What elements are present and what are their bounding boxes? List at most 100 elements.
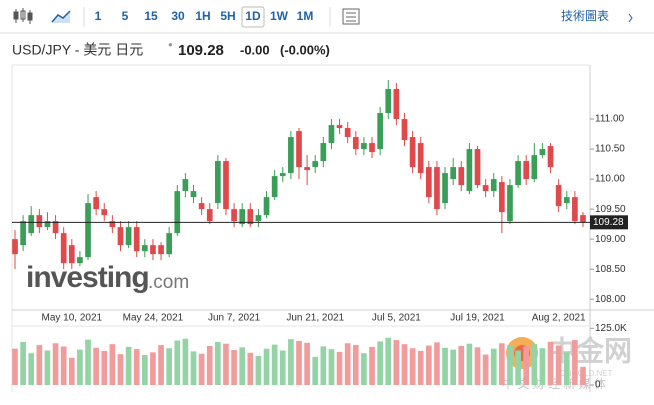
volume-bar <box>361 353 367 385</box>
volume-bar <box>458 345 465 385</box>
volume-bar <box>369 346 375 385</box>
candle-body <box>125 227 132 246</box>
interval-button[interactable]: 15 <box>144 9 158 23</box>
volume-bar <box>36 345 43 385</box>
y-tick-label: 110.50 <box>595 144 625 155</box>
y-tick-label: 109.50 <box>595 204 626 215</box>
candle-body <box>174 191 181 234</box>
candle-body <box>369 143 375 153</box>
candle-icon[interactable] <box>13 8 33 24</box>
volume-bar <box>401 344 408 385</box>
volume-bar <box>572 340 578 385</box>
last-price: 109.28 <box>178 42 224 59</box>
candle-body <box>239 209 246 225</box>
volume-bar <box>296 340 302 385</box>
volume-bar <box>52 343 59 385</box>
bullet: ● <box>168 40 173 49</box>
candle-body <box>320 143 327 162</box>
volume-bar <box>580 366 586 385</box>
interval-button[interactable]: 1M <box>297 9 314 23</box>
volume-bar <box>117 354 124 385</box>
volume-bar <box>198 353 205 385</box>
volume-bar <box>271 344 278 385</box>
x-tick-label: Jun 7, 2021 <box>208 313 261 324</box>
candle-body <box>450 167 457 180</box>
candle-body <box>531 155 538 180</box>
volume-bar <box>547 341 554 385</box>
candle-body <box>539 149 546 156</box>
candle-body <box>466 149 473 192</box>
candle-body <box>572 197 578 222</box>
candle-body <box>223 161 229 210</box>
volume-bar <box>474 347 481 385</box>
volume-bar <box>20 341 26 385</box>
volume-bar <box>174 340 181 385</box>
last-price-box <box>590 215 628 230</box>
interval-button[interactable]: 1H <box>195 9 210 23</box>
volume-bar <box>150 352 156 385</box>
interval-button[interactable]: 5H <box>220 9 235 23</box>
volume-bar <box>466 343 473 385</box>
volume-bar <box>482 354 489 385</box>
change-percent: (-0.00%) <box>280 42 330 57</box>
volume-bar <box>133 349 140 385</box>
candle-body <box>499 182 505 213</box>
volume-bar <box>255 355 262 385</box>
volume-bar <box>393 340 400 385</box>
candle-body <box>507 185 513 222</box>
volume-bar <box>352 345 359 385</box>
y-tick-label: 110.00 <box>595 174 625 185</box>
y-tick-label: 111.00 <box>595 114 625 125</box>
candle-body <box>288 137 294 174</box>
volume-bar <box>531 344 538 385</box>
logo-text: 中金网 <box>548 334 632 366</box>
volume-tick-label: 0 <box>595 380 601 391</box>
candle-body <box>401 119 408 141</box>
candle-body <box>279 173 286 177</box>
watermark-suffix: .com <box>148 272 189 293</box>
candle-body <box>296 131 302 168</box>
x-tick-label: Jul 5, 2021 <box>372 313 421 324</box>
volume-bar <box>555 345 562 385</box>
candle-body <box>555 185 562 207</box>
volume-bar <box>231 350 237 385</box>
candle-body <box>12 239 18 255</box>
interval-button[interactable]: 1D <box>245 9 261 23</box>
x-tick-label: Aug 2, 2021 <box>532 313 586 324</box>
volume-bar <box>77 349 83 385</box>
volume-bar <box>141 355 148 385</box>
area-icon[interactable] <box>51 10 71 23</box>
volume-bar <box>304 342 310 385</box>
candle-body <box>109 221 116 228</box>
candle-body <box>141 245 148 252</box>
x-tick-label: Jul 19, 2021 <box>450 313 505 324</box>
volume-bar <box>263 348 270 385</box>
candle-body <box>377 113 383 150</box>
candle-body <box>28 215 35 234</box>
candle-body <box>434 167 440 210</box>
interval-button[interactable]: 30 <box>171 9 185 23</box>
volume-bar <box>507 345 513 385</box>
volume-bar <box>425 345 432 385</box>
volume-bar <box>125 346 132 385</box>
volume-bar <box>247 352 254 385</box>
interval-button[interactable]: 1 <box>95 9 102 23</box>
interval-button[interactable]: 1W <box>270 9 289 23</box>
volume-bar <box>68 357 75 385</box>
candle-body <box>44 221 51 228</box>
candle-body <box>263 197 270 216</box>
candle-body <box>36 215 43 228</box>
volume-bar <box>434 342 440 385</box>
volume-bar <box>515 350 521 385</box>
candle-body <box>580 215 586 223</box>
interval-button[interactable]: 5 <box>122 9 129 23</box>
list-icon[interactable] <box>342 8 360 25</box>
candle-body <box>68 245 75 264</box>
chart-link[interactable]: 技術圖表 <box>561 9 609 23</box>
volume-bar <box>158 345 164 385</box>
candle-body <box>101 209 108 216</box>
candle-body <box>60 233 67 264</box>
chevron <box>628 13 633 23</box>
candle-body <box>417 143 424 174</box>
